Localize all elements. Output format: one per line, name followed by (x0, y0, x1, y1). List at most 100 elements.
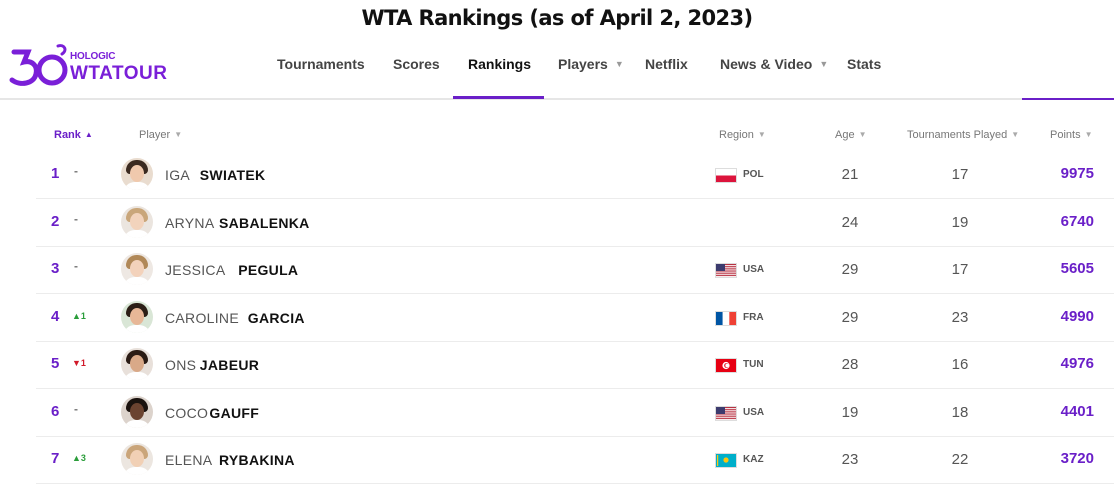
header-label: Rank (54, 129, 81, 141)
player-last-name[interactable]: GARCIA (247, 309, 305, 326)
avatar-shoulders (123, 324, 151, 333)
player-first-name[interactable]: CAROLINE (165, 309, 239, 326)
nav-players[interactable]: Players ▼ (558, 56, 624, 72)
player-first-name[interactable]: ONS (165, 357, 197, 373)
rank-number: 4 (51, 307, 60, 325)
avatar[interactable] (121, 158, 153, 190)
column-header-tournaments-played[interactable]: Tournaments Played ▼ (907, 129, 1019, 141)
nav-rankings[interactable]: Rankings (468, 56, 531, 72)
player-last-name[interactable]: SABALENKA (219, 214, 310, 231)
column-header-age[interactable]: Age ▼ (835, 129, 867, 141)
flag-pol-icon (715, 168, 737, 183)
player-last-name[interactable]: SWIATEK (199, 167, 266, 183)
header-label: Player (139, 129, 171, 141)
points: 4990 (1060, 307, 1094, 325)
points: 5605 (1060, 260, 1094, 277)
nav-stats[interactable]: Stats (847, 56, 881, 72)
rank-number: 5 (51, 355, 60, 372)
column-header-rank[interactable]: Rank ▲ (54, 129, 93, 141)
avatar-shoulders (123, 372, 151, 380)
row-divider (36, 198, 1114, 199)
nav-tournaments[interactable]: Tournaments (277, 56, 365, 72)
table-row[interactable]: 4 ▲1 CAROLINE GARCIA 29 23 4990 FRA (36, 294, 1114, 342)
nav-label: Stats (847, 56, 882, 72)
table-row[interactable]: 6 - COCO GAUFF 19 18 4401 USA (36, 389, 1114, 437)
player-last-name[interactable]: PEGULA (238, 262, 299, 278)
avatar-face (130, 260, 144, 277)
tournaments-played: 17 (951, 166, 969, 183)
player-first-name[interactable]: ELENA (165, 452, 213, 468)
region-code: TUN (743, 359, 764, 370)
tournaments-played: 19 (951, 213, 969, 231)
avatar[interactable] (121, 205, 153, 238)
player-first-name[interactable]: COCO (165, 404, 209, 421)
chevron-down-icon: ▼ (614, 59, 624, 69)
table-row[interactable]: 5 ▼1 ONS JABEUR 28 16 4976 TUN (36, 341, 1114, 389)
tournaments-played: 18 (951, 403, 969, 421)
chevron-down-icon: ▼ (819, 59, 829, 69)
nav-scores[interactable]: Scores (393, 56, 440, 72)
rank-change: ▲1 (72, 310, 86, 321)
tournaments-played: 16 (951, 356, 969, 373)
active-tab-indicator (453, 96, 544, 99)
column-header-region[interactable]: Region ▼ (719, 129, 766, 141)
points: 4401 (1060, 402, 1094, 420)
avatar[interactable] (121, 348, 153, 380)
row-divider (36, 435, 1114, 437)
avatar-face (130, 355, 144, 372)
flag-fra-icon (715, 310, 737, 326)
avatar-face (130, 212, 144, 230)
row-divider (36, 388, 1114, 389)
chevron-down-icon: ▼ (757, 130, 766, 139)
player-last-name[interactable]: GAUFF (209, 404, 260, 421)
wta-logo[interactable]: HOLOGIC WTATOUR (8, 42, 178, 90)
rank-change: - (74, 401, 78, 416)
rank-number: 3 (51, 260, 60, 277)
nav-netflix[interactable]: Netflix (645, 56, 688, 72)
points: 9975 (1060, 165, 1094, 182)
player-first-name[interactable]: IGA (165, 167, 191, 183)
avatar-face (130, 402, 144, 420)
rank-change: - (74, 164, 78, 178)
avatar-shoulders (123, 229, 151, 238)
player-age: 24 (841, 213, 859, 231)
avatar[interactable] (121, 395, 153, 428)
nav-label: News & Video (720, 56, 813, 72)
nav-news-video[interactable]: News & Video ▼ (720, 56, 828, 72)
flag-tun-icon (715, 358, 737, 373)
nav-label: Rankings (468, 56, 532, 72)
row-divider (36, 245, 1114, 247)
nav-label: Netflix (645, 56, 688, 72)
column-header-points[interactable]: Points ▼ (1050, 129, 1093, 141)
nav-label: Tournaments (277, 56, 365, 72)
rank-number: 2 (51, 212, 60, 230)
rank-number: 6 (51, 402, 60, 420)
rank-change: ▲3 (72, 453, 86, 463)
table-row[interactable]: 1 - IGA SWIATEK 21 17 9975 POL (36, 151, 1114, 199)
nav-label: Scores (393, 56, 440, 72)
rank-change: - (74, 259, 78, 273)
avatar-face (130, 307, 144, 325)
points: 6740 (1060, 212, 1094, 230)
region-code: USA (743, 264, 765, 275)
header-accent-line (1022, 98, 1114, 100)
table-row[interactable]: 2 - ARYNA SABALENKA 24 19 6740 (36, 199, 1114, 247)
table-row[interactable]: 7 ▲3 ELENA RYBAKINA 23 22 3720 KAZ (36, 436, 1114, 484)
player-last-name[interactable]: RYBAKINA (219, 452, 295, 468)
avatar[interactable] (121, 300, 153, 333)
player-last-name[interactable]: JABEUR (199, 357, 260, 373)
header-label: Points (1050, 129, 1081, 141)
region-code: USA (743, 406, 765, 418)
avatar-shoulders (123, 419, 151, 428)
column-header-player[interactable]: Player ▼ (139, 129, 182, 141)
player-first-name[interactable]: ARYNA (165, 214, 215, 231)
row-divider (36, 293, 1114, 294)
logo-tour: WTATOUR (70, 63, 168, 84)
player-first-name[interactable]: JESSICA (165, 262, 226, 278)
avatar[interactable] (121, 443, 153, 475)
tournaments-played: 17 (951, 261, 969, 278)
avatar[interactable] (121, 253, 153, 285)
chevron-down-icon: ▼ (1011, 130, 1020, 139)
table-row[interactable]: 3 - JESSICA PEGULA 29 17 5605 USA (36, 246, 1114, 294)
header-divider (0, 98, 1114, 100)
